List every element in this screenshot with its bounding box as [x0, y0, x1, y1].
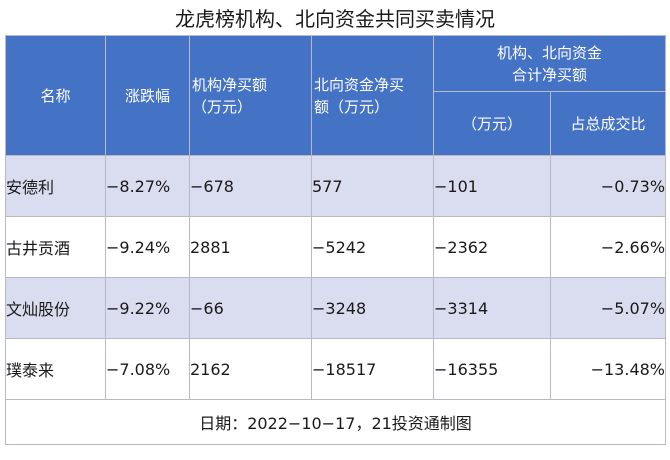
cell-combined: −2362	[433, 216, 551, 278]
cell-combined: −16355	[433, 338, 551, 400]
cell-ratio: −5.07%	[549, 277, 667, 339]
header-inst-net-line1: 机构净买额	[192, 75, 268, 94]
header-inst-net: 机构净买额 （万元）	[189, 35, 312, 156]
table-title: 龙虎榜机构、北向资金共同买卖情况	[175, 7, 495, 31]
header-north-net-line2: 额（万元）	[314, 97, 390, 116]
table-row: 文灿股份 −9.22% −66 −3248 −3314 −5.07%	[5, 277, 667, 339]
cell-combined: −101	[433, 155, 551, 217]
table-row: 古井贡酒 −9.24% 2881 −5242 −2362 −2.66%	[5, 216, 667, 278]
cell-north-net: −3248	[311, 277, 434, 339]
header-combined-line2: 合计净买额	[512, 65, 588, 84]
cell-combined: −3314	[433, 277, 551, 339]
net-buy-table: 名称 涨跌幅 机构净买额 （万元） 北向资金净买 额（万元） 机构、北向资金 合…	[4, 35, 667, 445]
cell-change: −7.08%	[105, 338, 190, 400]
header-name: 名称	[5, 35, 106, 156]
cell-north-net: −5242	[311, 216, 434, 278]
cell-inst-net: −66	[189, 277, 312, 339]
header-combined-ratio: 占总成交比	[549, 91, 667, 156]
cell-north-net: 577	[311, 155, 434, 217]
cell-inst-net: 2162	[189, 338, 312, 400]
header-change: 涨跌幅	[105, 35, 190, 156]
header-inst-net-line2: （万元）	[192, 97, 253, 116]
cell-inst-net: 2881	[189, 216, 312, 278]
header-combined-amount: （万元）	[433, 91, 551, 156]
cell-name: 璞泰来	[5, 338, 106, 400]
cell-inst-net: −678	[189, 155, 312, 217]
cell-change: −9.24%	[105, 216, 190, 278]
table-row: 安德利 −8.27% −678 577 −101 −0.73%	[5, 155, 667, 217]
header-north-net: 北向资金净买 额（万元）	[311, 35, 434, 156]
cell-ratio: −2.66%	[549, 216, 667, 278]
cell-name: 文灿股份	[5, 277, 106, 339]
cell-name: 古井贡酒	[5, 216, 106, 278]
cell-name: 安德利	[5, 155, 106, 217]
cell-ratio: −0.73%	[549, 155, 667, 217]
header-combined-line1: 机构、北向资金	[497, 43, 603, 62]
cell-change: −8.27%	[105, 155, 190, 217]
header-north-net-line1: 北向资金净买	[314, 75, 405, 94]
cell-north-net: −18517	[311, 338, 434, 400]
table-row: 璞泰来 −7.08% 2162 −18517 −16355 −13.48%	[5, 338, 667, 400]
footer-source: 日期：2022−10−17，21投资通制图	[4, 399, 667, 445]
cell-change: −9.22%	[105, 277, 190, 339]
header-combined-group: 机构、北向资金 合计净买额	[432, 35, 667, 92]
cell-ratio: −13.48%	[549, 338, 667, 400]
